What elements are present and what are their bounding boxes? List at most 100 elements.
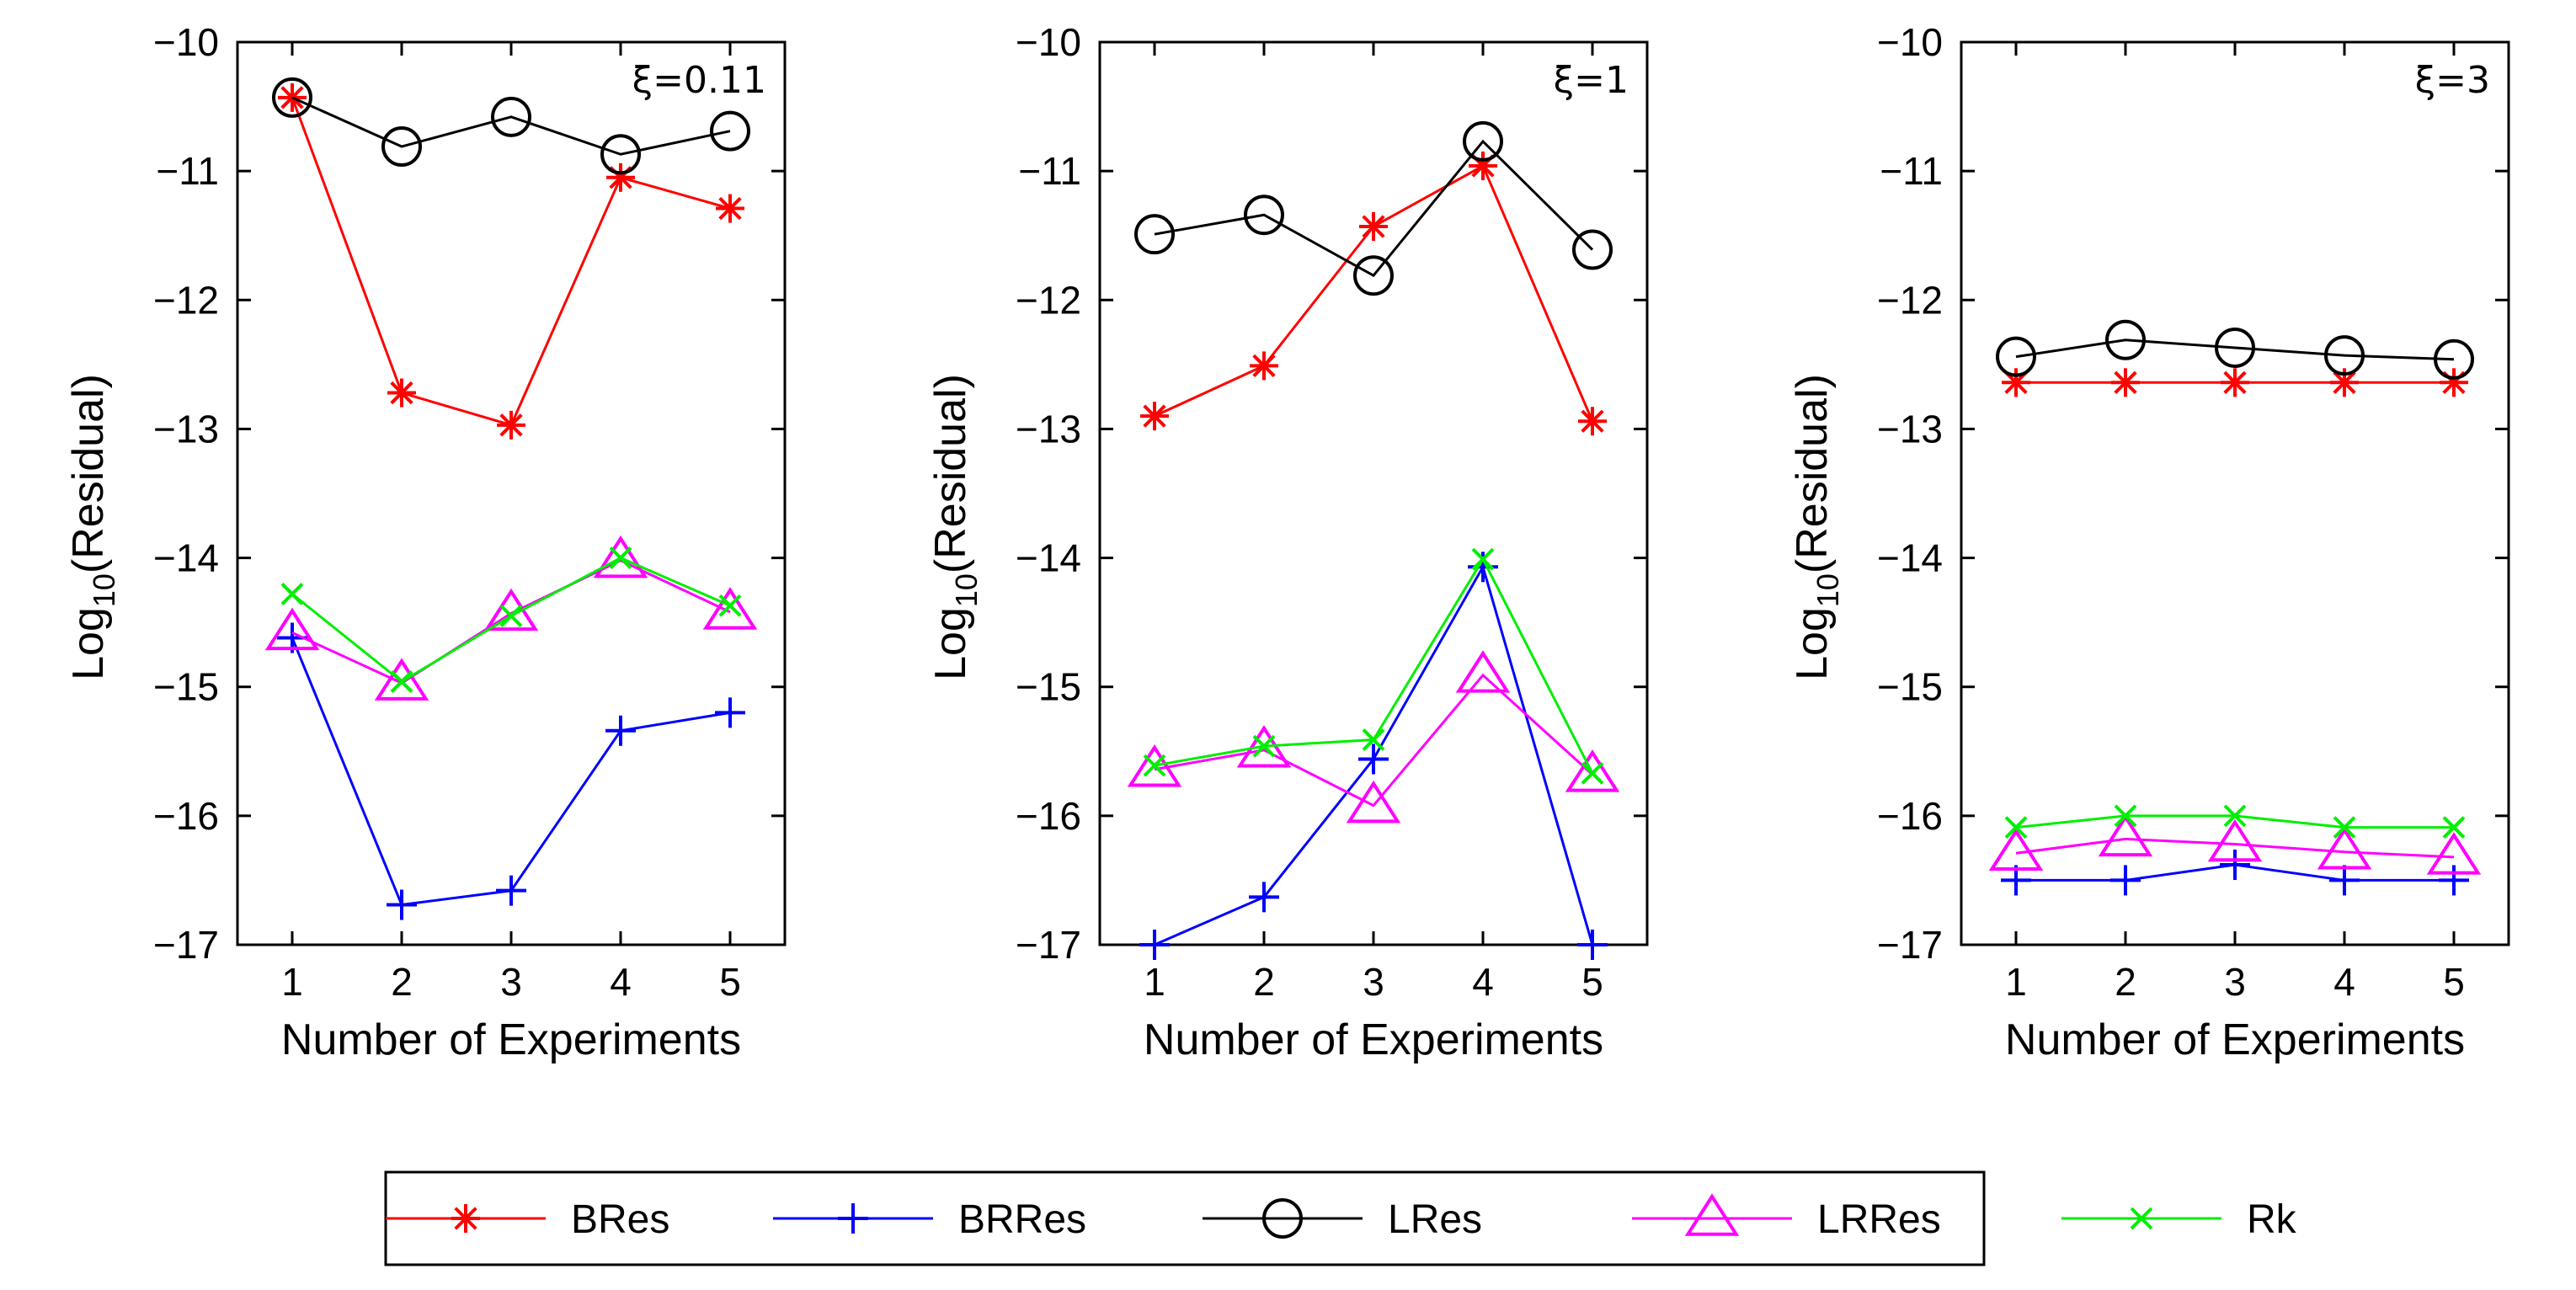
- x-axis-label: Number of Experiments: [1144, 1015, 1603, 1064]
- y-tick-label: −16: [1877, 794, 1943, 838]
- data-point-bres: [387, 378, 416, 408]
- data-point-bres: [1250, 351, 1278, 381]
- legend-marker: [1262, 1198, 1303, 1239]
- series-lres: [1134, 120, 1613, 296]
- plot-area: [236, 40, 787, 946]
- data-point-rk: [1143, 754, 1166, 777]
- data-point-bres: [716, 194, 744, 223]
- legend-label: LRRes: [1817, 1197, 1941, 1242]
- data-point-lres: [1463, 120, 1503, 162]
- data-point-lrres: [2317, 827, 2372, 870]
- y-tick-label: −10: [1877, 20, 1943, 64]
- data-point-rk: [1252, 734, 1276, 758]
- data-point-lres: [381, 126, 422, 168]
- y-tick-label: −17: [1016, 923, 1081, 967]
- data-point-rk: [718, 594, 742, 617]
- data-point-bres: [606, 163, 635, 192]
- x-tick-label: 5: [2443, 960, 2465, 1004]
- y-tick-label: −15: [1016, 665, 1081, 709]
- series-brres: [2001, 850, 2469, 896]
- x-tick-label: 5: [1581, 960, 1603, 1004]
- x-tick-label: 1: [2005, 960, 2027, 1004]
- data-point-lrres: [2098, 813, 2153, 857]
- series-line-lrres: [1154, 673, 1594, 808]
- data-point-brres: [2110, 865, 2141, 896]
- y-axis-label: Log10(Residual): [926, 374, 984, 680]
- data-point-rk: [1581, 761, 1604, 785]
- y-tick-label: −15: [1877, 665, 1943, 709]
- data-point-lres: [600, 134, 641, 175]
- y-tick-label: −11: [1018, 149, 1081, 193]
- series-rk: [2004, 804, 2466, 840]
- x-tick-label: 4: [1472, 960, 1494, 1004]
- y-tick-label: −17: [1877, 923, 1943, 967]
- data-point-brres: [2439, 865, 2469, 896]
- data-point-brres: [496, 875, 526, 906]
- legend-label: Rk: [2247, 1197, 2297, 1242]
- y-tick-label: −14: [1877, 536, 1943, 580]
- y-axis-label: Log10(Residual): [64, 374, 121, 680]
- legend-item-brres: BRRes: [773, 1197, 1086, 1242]
- legend-item-lres: LRes: [1203, 1197, 1482, 1242]
- series-line-lres: [1154, 139, 1594, 278]
- data-point-lres: [491, 96, 531, 137]
- data-point-rk: [2114, 804, 2137, 828]
- y-tick-label: −10: [153, 20, 219, 64]
- data-point-lrres: [2207, 818, 2263, 862]
- legend: BRes BRRes LRes LRRes Rk: [384, 1170, 2297, 1266]
- x-tick-label: 3: [500, 960, 522, 1004]
- xi-annotation: ξ=1: [1554, 59, 1629, 102]
- x-tick-label: 4: [610, 960, 632, 1004]
- xi-annotation: ξ=0.11: [632, 59, 766, 102]
- series-line-lres: [2015, 338, 2455, 361]
- x-tick-label: 3: [2224, 960, 2246, 1004]
- series-bres: [1140, 152, 1607, 436]
- series-lres: [1996, 319, 2474, 380]
- plot-area: [1960, 40, 2510, 946]
- subplot-xi-0-11: −17 −16 −15 −14 −13 −12 −11 −10 1 2 3 4 5 Number of E…: [64, 20, 787, 1064]
- y-tick-label: −13: [1877, 407, 1943, 450]
- series-lres: [272, 77, 750, 175]
- data-point-lrres: [1565, 749, 1620, 792]
- y-tick-label: −12: [1877, 278, 1943, 322]
- x-tick-label: 1: [281, 960, 303, 1004]
- series-lrres: [264, 535, 758, 701]
- y-tick-label: −17: [153, 923, 219, 967]
- data-point-rk: [2442, 816, 2466, 840]
- data-point-bres: [2440, 368, 2468, 397]
- data-point-lrres: [2426, 832, 2482, 875]
- data-point-lrres: [1455, 650, 1511, 693]
- data-point-rk: [1362, 728, 1385, 751]
- xi-annotation: ξ=3: [2415, 59, 2490, 102]
- x-axis-label: Number of Experiments: [2005, 1015, 2465, 1064]
- series-bres: [2002, 368, 2468, 397]
- subplot-xi-1: −17 −16 −15 −14 −13 −12 −11 −10 1 2 3 4 5 Number of E…: [926, 20, 1649, 1064]
- data-point-lrres: [1988, 828, 2044, 871]
- y-tick-label: −15: [153, 665, 219, 709]
- series-brres: [277, 622, 745, 920]
- series-line-lrres: [291, 558, 731, 685]
- data-point-rk: [1471, 547, 1495, 571]
- series-lrres: [1988, 813, 2482, 875]
- series-line-lrres: [2015, 837, 2455, 859]
- data-point-lres: [710, 110, 750, 152]
- data-point-lres: [2105, 319, 2146, 360]
- legend-item-rk: Rk: [2061, 1197, 2297, 1242]
- data-point-rk: [609, 546, 632, 569]
- data-point-brres: [1577, 930, 1608, 960]
- y-tick-label: −12: [1016, 278, 1081, 322]
- data-point-lrres: [1127, 744, 1182, 787]
- x-tick-label: 3: [1363, 960, 1384, 1004]
- data-point-bres: [497, 410, 525, 440]
- data-point-rk: [390, 670, 413, 694]
- data-point-brres: [1139, 930, 1170, 960]
- data-point-brres: [387, 889, 417, 920]
- data-point-brres: [1358, 744, 1389, 775]
- y-axis-label: Log10(Residual): [1788, 374, 1845, 680]
- series-line-lres: [291, 96, 731, 156]
- x-tick-label: 5: [719, 960, 741, 1004]
- data-point-brres: [715, 697, 745, 728]
- data-point-bres: [1578, 407, 1607, 436]
- data-point-lrres: [593, 535, 648, 578]
